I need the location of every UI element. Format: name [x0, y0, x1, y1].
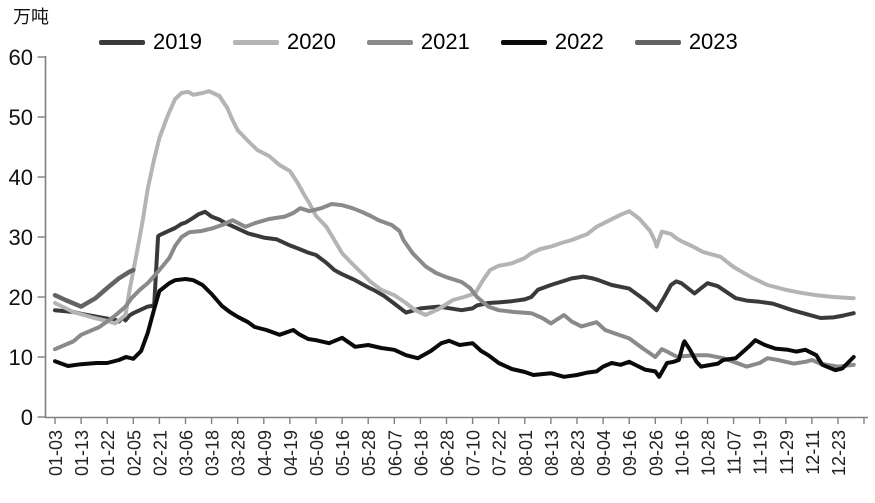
- y-tick-label: 20: [9, 285, 33, 310]
- legend-item-2019: 2019: [99, 31, 202, 53]
- x-tick-label: 12-23: [829, 430, 849, 476]
- x-tick-label: 07-22: [490, 430, 510, 476]
- x-tick-label: 12-11: [803, 430, 823, 475]
- legend-label-2019: 2019: [153, 29, 202, 54]
- x-tick-label: 07-10: [464, 430, 484, 476]
- y-axis-unit-label: 万吨: [13, 7, 49, 28]
- x-tick-label: 10-28: [699, 430, 719, 476]
- y-tick-label: 60: [9, 45, 33, 70]
- legend-swatch-2020: [232, 39, 279, 45]
- y-tick-label: 40: [9, 165, 33, 190]
- legend-swatch-2023: [634, 39, 681, 45]
- y-tick-label: 0: [21, 405, 33, 430]
- x-tick-label: 04-09: [255, 430, 275, 476]
- x-tick-label: 08-13: [542, 430, 562, 476]
- x-tick-label: 01-03: [46, 430, 66, 476]
- x-tick-label: 02-21: [150, 430, 170, 476]
- x-tick-label: 05-28: [359, 430, 379, 476]
- y-tick-label: 10: [9, 345, 33, 370]
- x-tick-label: 05-16: [333, 430, 353, 476]
- legend-swatch-2019: [99, 39, 145, 45]
- x-tick-label: 09-04: [594, 430, 614, 476]
- y-tick-label: 30: [9, 225, 33, 250]
- y-tick-label: 50: [9, 105, 33, 130]
- x-tick-label: 08-01: [516, 430, 536, 476]
- x-tick-label: 02-05: [124, 430, 144, 476]
- legend-label-2021: 2021: [420, 29, 470, 54]
- legend-label-2022: 2022: [554, 29, 604, 54]
- x-tick-label: 03-18: [203, 430, 223, 476]
- legend-item-2023: 2023: [634, 29, 738, 54]
- legend-swatch-2021: [366, 39, 413, 45]
- x-tick-label: 06-18: [411, 430, 431, 476]
- chart-legend: 2019 2020 2021 2022 2023: [99, 31, 738, 53]
- x-tick-label: 03-28: [229, 430, 249, 476]
- series-line-2020: [53, 89, 856, 326]
- x-tick-label: 04-19: [281, 430, 301, 476]
- legend-item-2021: 2021: [366, 29, 470, 54]
- legend-label-2023: 2023: [688, 29, 738, 54]
- legend-item-2020: 2020: [232, 29, 336, 54]
- series-line-2023: [52, 267, 136, 309]
- x-tick-label: 09-16: [620, 430, 640, 476]
- x-tick-label: 01-13: [72, 430, 92, 476]
- x-tick-label: 01-22: [98, 430, 118, 476]
- legend-swatch-2022: [500, 39, 547, 45]
- x-tick-label: 08-23: [568, 430, 588, 476]
- x-tick-label: 06-28: [438, 430, 458, 476]
- x-tick-label: 11-07: [725, 430, 745, 475]
- legend-item-2022: 2022: [500, 29, 604, 54]
- x-tick-label: 10-16: [672, 430, 692, 476]
- x-tick-label: 03-06: [177, 430, 197, 476]
- x-tick-label: 11-19: [751, 430, 771, 475]
- x-tick-label: 09-26: [646, 430, 666, 476]
- x-tick-label: 06-07: [385, 430, 405, 476]
- x-tick-label: 05-06: [307, 430, 327, 476]
- legend-label-2020: 2020: [286, 29, 336, 54]
- x-tick-label: 11-29: [777, 430, 797, 475]
- series-line-2022: [53, 277, 856, 379]
